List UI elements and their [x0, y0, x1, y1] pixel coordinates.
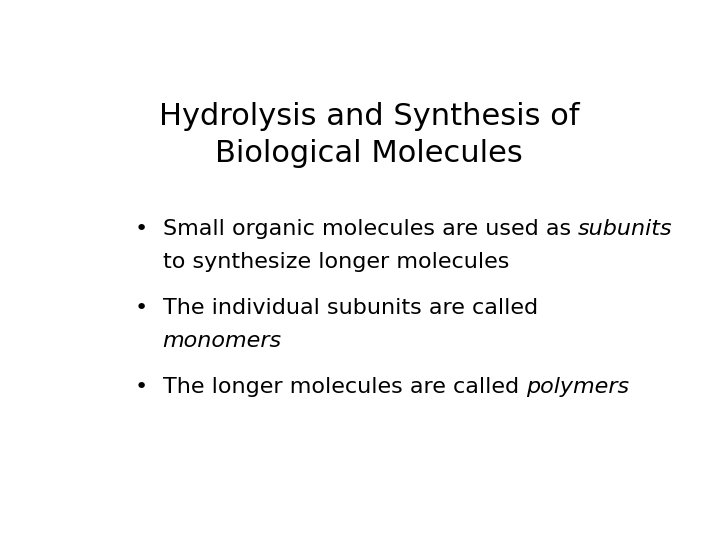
Text: to synthesize longer molecules: to synthesize longer molecules — [163, 252, 509, 272]
Text: monomers: monomers — [163, 331, 282, 351]
Text: •: • — [135, 219, 148, 239]
Text: •: • — [135, 377, 148, 397]
Text: Small organic molecules are used as: Small organic molecules are used as — [163, 219, 577, 239]
Text: Hydrolysis and Synthesis of
Biological Molecules: Hydrolysis and Synthesis of Biological M… — [158, 102, 580, 168]
Text: The individual subunits are called: The individual subunits are called — [163, 298, 538, 318]
Text: •: • — [135, 298, 148, 318]
Text: polymers: polymers — [526, 377, 629, 397]
Text: The longer molecules are called: The longer molecules are called — [163, 377, 526, 397]
Text: subunits: subunits — [577, 219, 672, 239]
